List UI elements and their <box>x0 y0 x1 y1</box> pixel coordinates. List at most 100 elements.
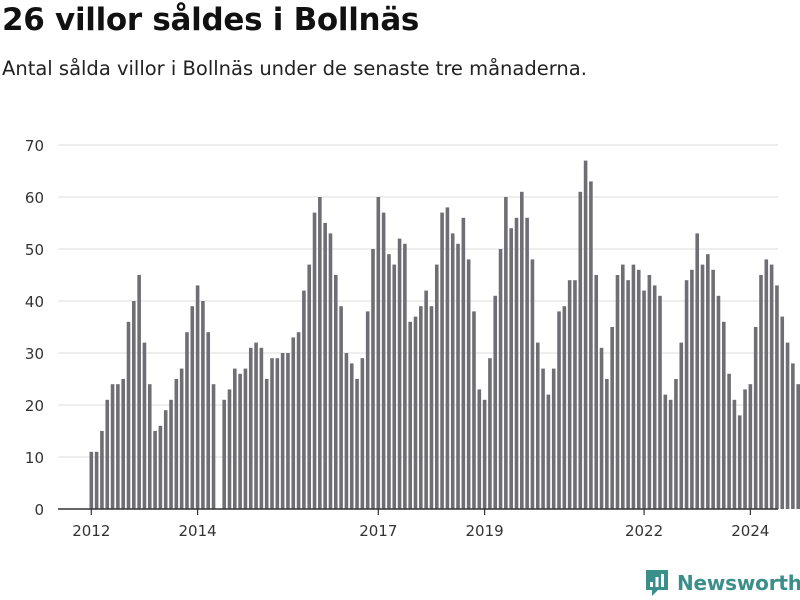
bar <box>355 379 359 509</box>
bar <box>621 264 625 509</box>
bar <box>424 290 428 509</box>
x-tick-label: 2017 <box>359 522 397 540</box>
bar <box>349 363 354 509</box>
bar <box>445 207 450 509</box>
bar <box>514 217 519 510</box>
bar <box>270 358 274 509</box>
bar <box>392 264 397 509</box>
newsworthy-logo-icon <box>646 570 668 596</box>
bar <box>583 160 588 509</box>
bar <box>594 275 599 509</box>
bar <box>333 275 338 509</box>
bar <box>578 191 583 510</box>
bar <box>647 275 652 509</box>
x-tick-label: 2022 <box>625 522 663 540</box>
bar <box>365 311 370 509</box>
bar <box>190 306 195 509</box>
bar <box>174 379 179 509</box>
bar <box>610 327 614 509</box>
bar <box>211 384 216 509</box>
brand-logo: Newsworthy <box>644 568 800 598</box>
bar <box>509 228 513 509</box>
bar <box>296 332 301 509</box>
bar <box>419 306 423 509</box>
bar <box>248 347 253 509</box>
y-tick-label: 60 <box>25 189 44 207</box>
bar <box>142 342 147 509</box>
y-tick-label: 10 <box>25 449 44 467</box>
bar <box>413 316 418 509</box>
bar <box>179 368 184 509</box>
bar <box>642 290 646 509</box>
bar <box>748 384 753 509</box>
bar <box>94 451 99 509</box>
bar <box>727 373 731 509</box>
bar <box>137 275 141 509</box>
bar <box>387 254 391 509</box>
bar <box>695 233 700 509</box>
bar <box>711 269 715 509</box>
bar <box>307 264 312 509</box>
bar <box>371 249 375 509</box>
bar <box>153 431 157 509</box>
y-tick-label: 50 <box>25 241 44 259</box>
bar <box>615 275 620 509</box>
bar <box>275 358 280 509</box>
chart-title: 26 villor såldes i Bollnäs <box>2 2 420 38</box>
bar <box>201 301 205 509</box>
bar <box>599 347 604 509</box>
bar <box>690 269 694 509</box>
bar <box>100 431 104 509</box>
x-tick-label: 2019 <box>466 522 504 540</box>
bar <box>488 358 492 509</box>
bar <box>498 249 503 509</box>
bar <box>132 301 136 509</box>
bar <box>743 389 747 509</box>
bar <box>562 306 567 509</box>
bar <box>360 358 365 509</box>
bar <box>780 316 785 509</box>
bar <box>493 295 498 509</box>
bar <box>456 243 460 510</box>
bar <box>605 379 609 509</box>
bar <box>541 368 545 509</box>
bar <box>753 327 758 509</box>
bar <box>530 259 535 509</box>
bar <box>376 197 381 509</box>
bar <box>504 197 508 509</box>
bar <box>126 321 131 509</box>
bar <box>785 342 790 509</box>
bar <box>169 399 173 509</box>
bar <box>775 285 779 509</box>
bar <box>769 264 774 509</box>
bar <box>403 243 407 510</box>
bar <box>110 384 115 509</box>
bar <box>206 332 211 509</box>
x-tick-label: 2012 <box>72 522 110 540</box>
bar <box>796 384 800 509</box>
bar <box>450 233 455 509</box>
bar <box>163 410 168 509</box>
bar <box>328 233 333 509</box>
bar <box>185 332 189 509</box>
bar <box>312 212 317 509</box>
bar <box>429 306 434 509</box>
bar <box>737 415 742 509</box>
y-tick-label: 40 <box>25 293 44 311</box>
bar <box>535 342 540 509</box>
brand-name: Newsworthy <box>677 571 800 595</box>
bar <box>679 342 684 509</box>
bar <box>264 379 269 509</box>
bar <box>466 259 471 509</box>
bar <box>147 384 152 509</box>
bar <box>233 368 237 509</box>
bar <box>732 399 737 509</box>
bar <box>684 280 689 509</box>
bar <box>323 223 327 509</box>
bar <box>551 368 556 509</box>
bar <box>116 384 120 509</box>
y-tick-label: 0 <box>34 501 44 519</box>
bar <box>434 264 439 509</box>
bar <box>764 259 769 509</box>
